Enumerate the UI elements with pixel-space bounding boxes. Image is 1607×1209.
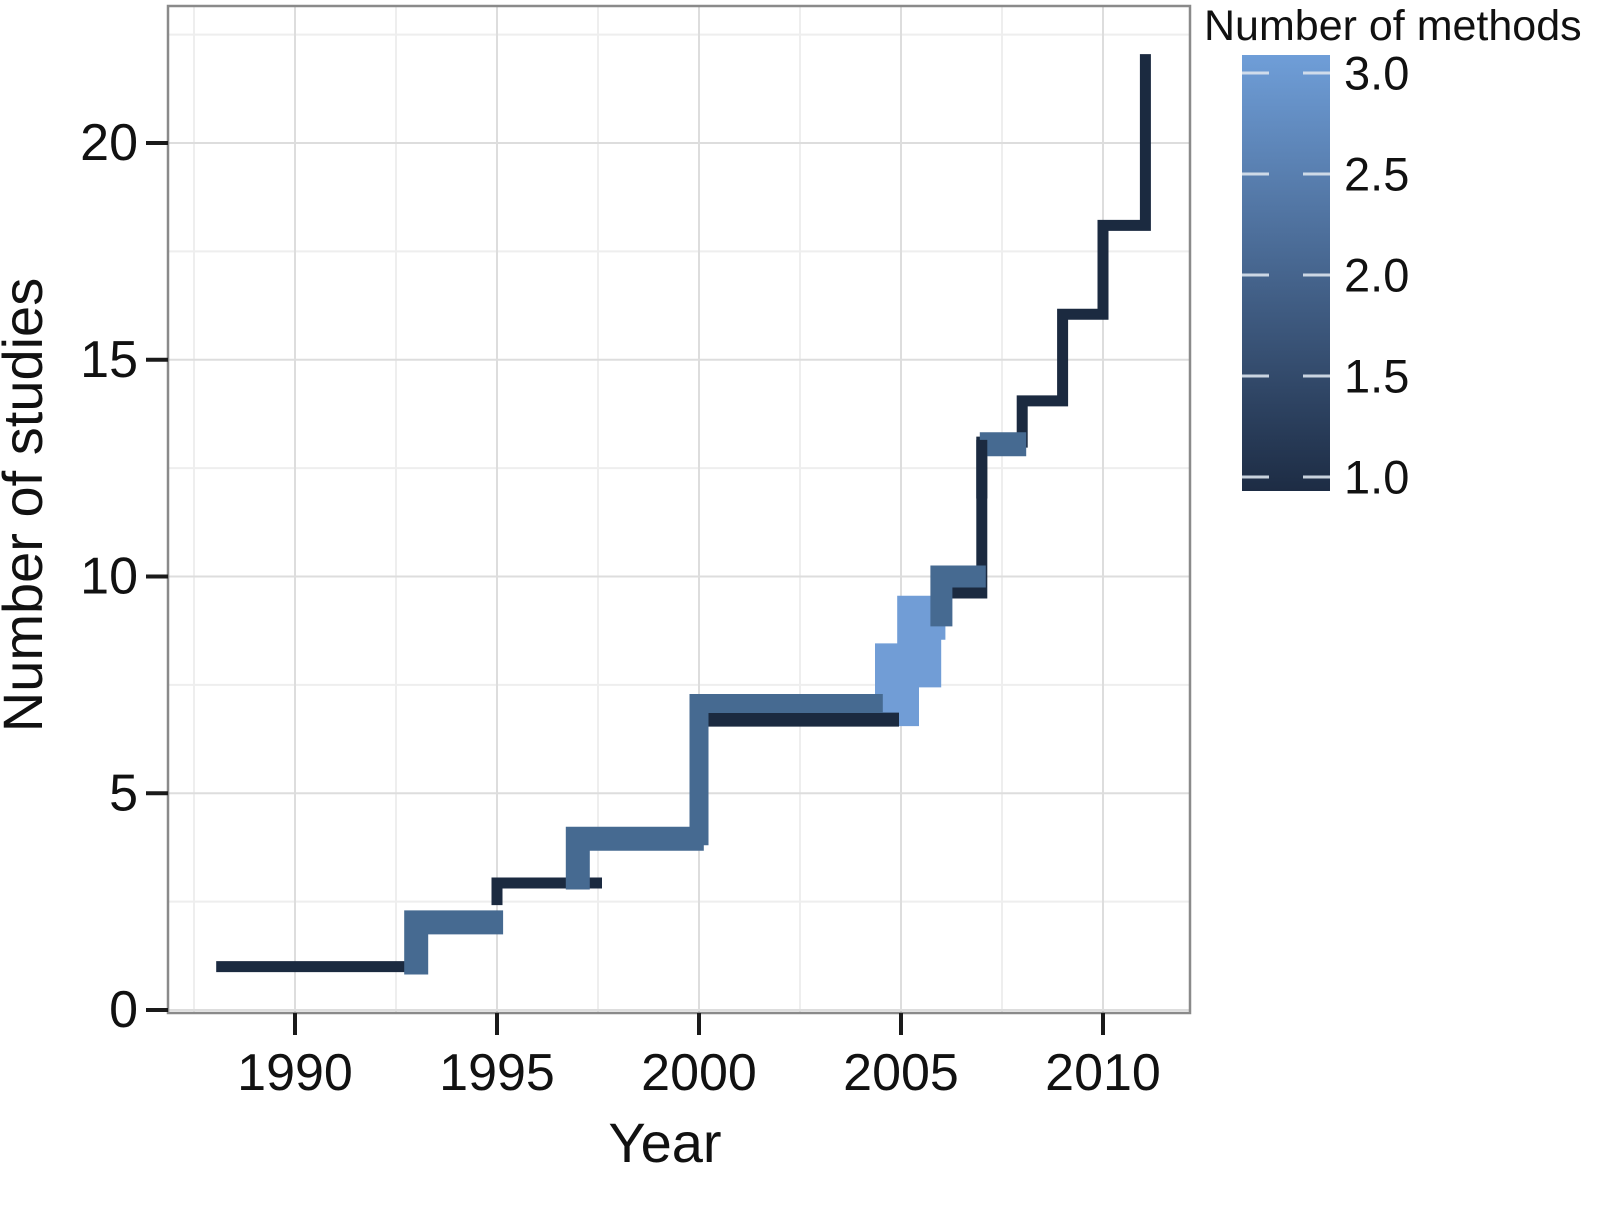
legend-tick-label: 2.5 (1344, 148, 1409, 201)
x-tick-label: 2005 (843, 1044, 959, 1102)
y-axis: 0 5 10 15 20 (80, 114, 168, 1039)
legend-title: Number of methods (1204, 2, 1582, 50)
legend: Number of methods 3.0 2.5 2.0 1.5 1.0 (1204, 2, 1582, 504)
step-segment-methods_2 (404, 910, 504, 975)
legend-gradient-bar (1242, 55, 1330, 491)
legend-ticks (1242, 71, 1330, 479)
legend-tick-label: 1.0 (1344, 451, 1409, 504)
y-tick-label: 5 (109, 764, 138, 822)
step-segment-methods_2 (930, 565, 986, 627)
step-segment-methods_3 (875, 595, 946, 727)
x-axis-title: Year (608, 1111, 721, 1174)
legend-tick-label: 2.0 (1344, 249, 1409, 302)
y-tick-label: 15 (80, 331, 138, 389)
x-tick-label: 2010 (1045, 1044, 1161, 1102)
legend-tick-label: 1.5 (1344, 350, 1409, 403)
step-segment-methods_2 (689, 694, 883, 846)
y-axis-title: Number of studies (0, 278, 54, 732)
x-tick-label: 1995 (439, 1044, 555, 1102)
x-axis: 1990 1995 2000 2005 2010 (237, 1013, 1161, 1102)
x-tick-label: 1990 (237, 1044, 353, 1102)
panel-border (166, 4, 1192, 1015)
x-tick-label: 2000 (641, 1044, 757, 1102)
legend-tick-label: 3.0 (1344, 47, 1409, 100)
plot-panel (168, 6, 1190, 1013)
step-line (216, 54, 1151, 975)
y-tick-label: 0 (109, 981, 138, 1039)
y-tick-label: 20 (80, 114, 138, 172)
legend-labels: 3.0 2.5 2.0 1.5 1.0 (1344, 47, 1409, 504)
step-segment-methods_2 (565, 826, 704, 890)
y-tick-label: 10 (80, 548, 138, 606)
